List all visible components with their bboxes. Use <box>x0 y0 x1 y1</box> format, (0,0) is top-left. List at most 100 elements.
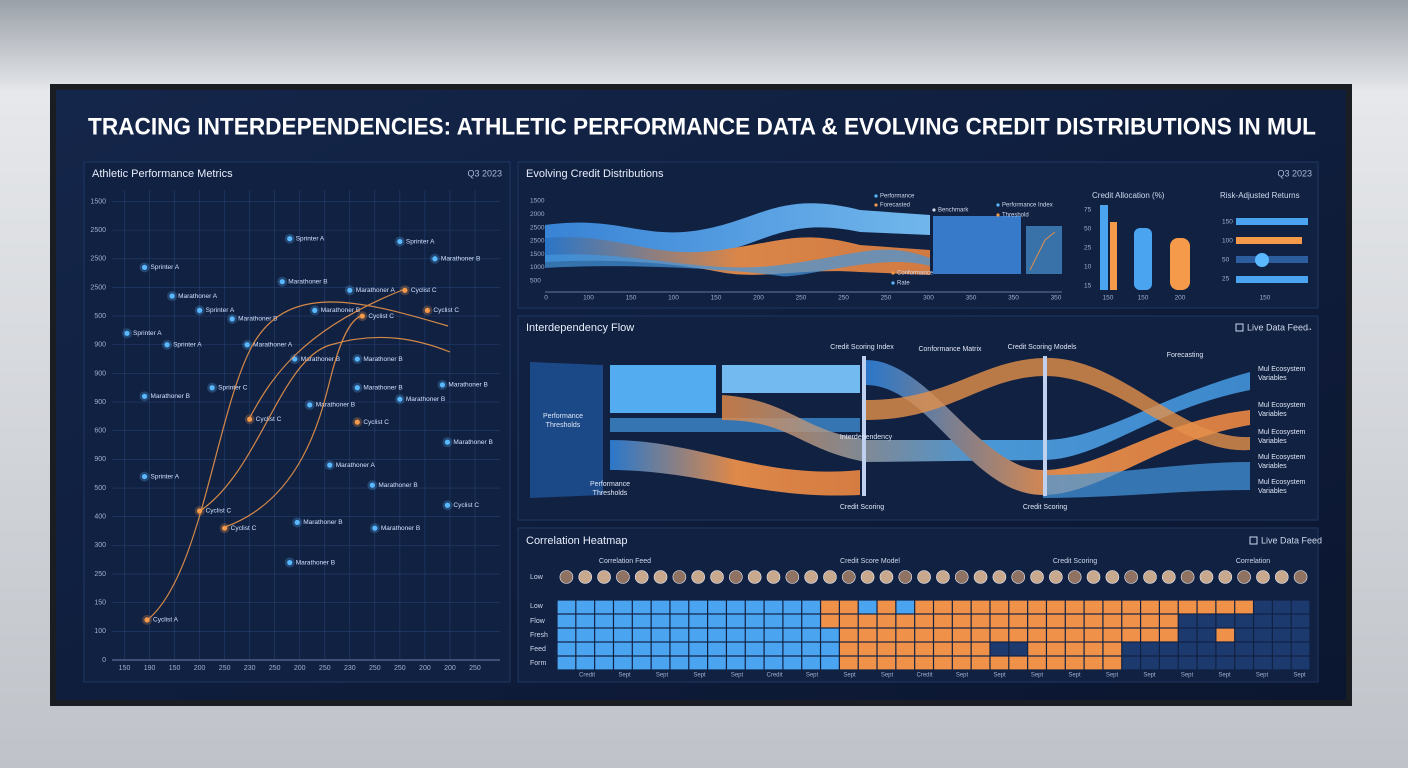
heat-cell <box>839 656 858 670</box>
legend-label: Performance <box>880 194 915 200</box>
heat-cell <box>821 614 839 628</box>
feed-checkbox[interactable] <box>1235 323 1244 332</box>
avatar <box>1105 570 1120 584</box>
avatar <box>1086 570 1101 584</box>
legend-swatch <box>932 208 936 212</box>
avatar <box>1256 570 1270 584</box>
band-block <box>933 216 1021 274</box>
heat-cell <box>877 628 896 642</box>
y-axis-label: 10 <box>1084 264 1092 271</box>
heat-cell <box>1084 642 1103 656</box>
y-tick-label: 600 <box>94 428 106 435</box>
avatar <box>1011 570 1026 584</box>
feed-toggle[interactable]: Live Data Feed <box>1247 322 1308 332</box>
point <box>444 439 451 445</box>
legend-label: Benchmark <box>938 208 969 214</box>
x-axis-label: 250 <box>881 295 892 302</box>
heat-cell <box>614 600 632 614</box>
column-label: Sept <box>1256 673 1269 679</box>
column-label: Sept <box>1218 673 1231 679</box>
panel-title: Athletic Performance Metrics <box>92 168 233 180</box>
row-label: Feed <box>530 646 546 653</box>
heat-cell <box>952 656 971 670</box>
heat-cell <box>971 656 990 670</box>
avatar <box>559 570 574 584</box>
column-label: Sept <box>1181 673 1194 679</box>
bar <box>1236 276 1308 283</box>
heatmap-grid: Correlation Feed Credit Score Model Credit… <box>530 558 1310 679</box>
sankey <box>530 356 1250 498</box>
heat-cell <box>915 614 933 628</box>
row-label: Flow <box>530 618 546 625</box>
x-axis-label: 350 <box>1051 295 1062 302</box>
heat-cell <box>1235 600 1253 614</box>
heat-cell <box>783 614 802 628</box>
heat-cell <box>1141 600 1159 614</box>
heat-cell <box>858 642 877 656</box>
point <box>347 287 353 293</box>
y-tick-label: 300 <box>94 542 106 549</box>
point <box>292 356 298 362</box>
heat-cell <box>990 656 1009 670</box>
feed-toggle[interactable]: Live Data Feed <box>1261 535 1322 545</box>
heat-cell <box>1028 642 1046 656</box>
flow-label: Credit Scoring <box>1023 504 1067 511</box>
bar <box>1110 222 1117 290</box>
heat-cell <box>1178 628 1197 642</box>
avatar <box>1218 570 1233 584</box>
feed-checkbox[interactable] <box>1249 536 1258 545</box>
heat-cell <box>1084 614 1103 628</box>
heat-cell <box>689 600 707 614</box>
heat-cell <box>858 614 877 628</box>
y-tick-label: 900 <box>94 456 106 463</box>
point <box>397 396 403 402</box>
point-label: Marathoner B <box>441 255 480 262</box>
heat-cell <box>952 614 971 628</box>
heat-cell <box>689 642 707 656</box>
heat-cell <box>971 600 990 614</box>
flow-output: Variables <box>1258 411 1287 418</box>
band <box>545 203 930 256</box>
trend-curve <box>145 301 449 622</box>
point-label: Sprinter A <box>206 307 235 314</box>
column-label: Sept <box>618 673 631 679</box>
heat-cell <box>557 656 576 670</box>
flow-output: Variables <box>1258 438 1287 445</box>
heat-cell <box>689 628 707 642</box>
y-axis-label: 25 <box>1084 245 1092 252</box>
heat-cell <box>915 600 933 614</box>
heat-cell <box>727 642 745 656</box>
avatar <box>841 570 856 584</box>
heat-cell <box>952 642 971 656</box>
heat-cell <box>1065 642 1084 656</box>
heat-cell <box>1047 656 1065 670</box>
heat-cell <box>896 614 915 628</box>
point <box>197 307 203 313</box>
heat-cell <box>990 642 1009 656</box>
trend-curve <box>199 336 451 512</box>
point <box>354 385 360 391</box>
point <box>169 293 175 299</box>
point-label: Sprinter A <box>151 473 180 480</box>
x-axis-label: 250 <box>796 295 807 302</box>
point-label: Sprinter C <box>218 384 248 391</box>
y-tick-label: 900 <box>94 342 106 349</box>
point <box>124 330 130 336</box>
heat-cell <box>990 614 1009 628</box>
heat-cell <box>595 600 613 614</box>
avatar <box>917 570 931 584</box>
flow-output: Mul Ecosystem <box>1258 479 1306 486</box>
y-tick-label: 150 <box>94 600 106 607</box>
y-axis-label: 1500 <box>530 198 545 205</box>
heat-cell <box>1160 642 1178 656</box>
heat-cell <box>727 628 745 642</box>
avatar <box>672 570 687 584</box>
panel-period: Q3 2023 <box>1277 168 1312 178</box>
x-tick-label: 150 <box>119 665 131 672</box>
heat-cell <box>1141 642 1159 656</box>
heat-cell <box>877 600 896 614</box>
heat-cell <box>614 614 632 628</box>
point-label: Cyclist A <box>153 617 179 624</box>
y-axis-label: 15 <box>1084 283 1092 290</box>
x-tick-label: 200 <box>294 665 306 672</box>
